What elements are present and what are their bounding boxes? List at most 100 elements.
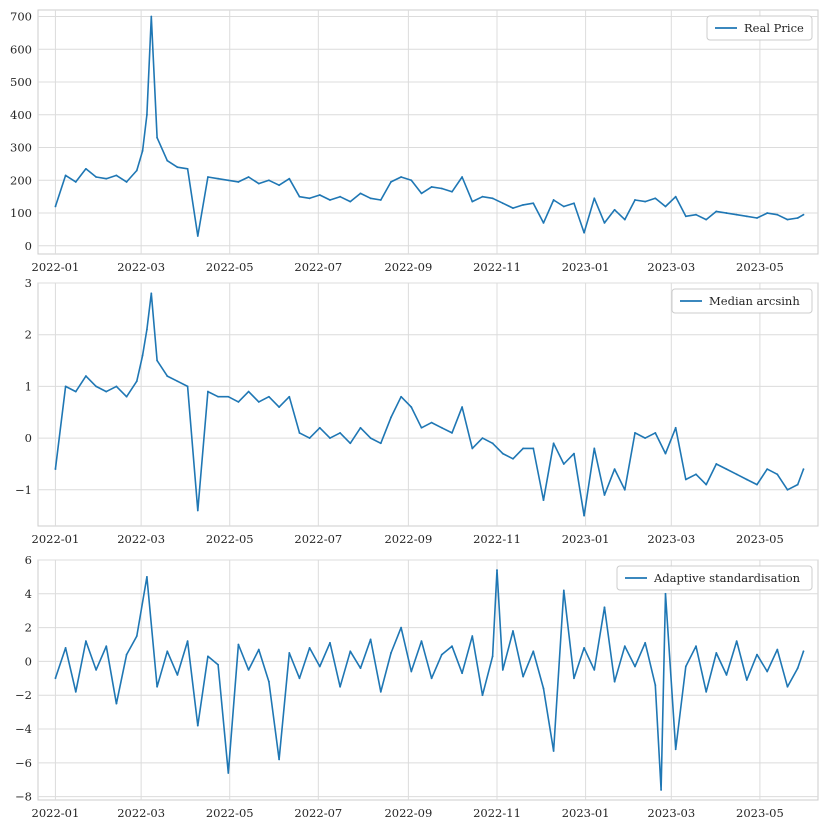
data-point xyxy=(552,750,555,752)
data-point xyxy=(150,292,153,295)
data-point xyxy=(562,205,565,208)
data-point xyxy=(451,432,453,434)
data-point xyxy=(298,432,301,434)
data-point xyxy=(481,694,484,697)
data-point xyxy=(318,426,321,429)
data-point xyxy=(115,385,118,388)
data-point xyxy=(573,677,575,680)
data-point xyxy=(654,197,657,200)
data-point xyxy=(125,395,128,398)
data-point xyxy=(390,652,392,654)
legend-box xyxy=(706,15,813,41)
data-point xyxy=(440,187,443,190)
y-tick-label: −4 xyxy=(15,722,32,736)
data-point xyxy=(339,195,342,198)
data-point xyxy=(583,514,586,517)
data-point xyxy=(318,665,321,668)
data-point xyxy=(166,375,169,377)
data-point xyxy=(359,192,362,195)
x-tick-label: 2022-05 xyxy=(206,532,254,546)
data-point xyxy=(562,463,565,465)
data-point xyxy=(135,380,138,383)
data-point xyxy=(186,640,189,643)
data-point xyxy=(379,199,382,201)
data-point xyxy=(186,167,189,170)
data-point xyxy=(176,674,179,676)
data-point xyxy=(491,442,494,445)
data-point xyxy=(674,426,677,429)
data-point xyxy=(684,665,687,668)
data-point xyxy=(634,432,636,434)
x-tick-label: 2022-07 xyxy=(294,806,342,820)
data-point xyxy=(54,205,57,208)
x-tick-label: 2022-01 xyxy=(32,806,80,820)
data-point xyxy=(329,437,331,440)
data-point xyxy=(115,702,118,705)
data-point xyxy=(756,483,758,486)
data-point xyxy=(654,684,657,686)
data-point xyxy=(684,478,687,481)
data-point xyxy=(644,437,647,440)
data-point xyxy=(725,468,728,471)
data-point xyxy=(156,359,159,362)
data-point xyxy=(501,668,504,671)
data-point xyxy=(400,626,403,629)
x-tick-label: 2023-05 xyxy=(736,532,784,546)
data-point xyxy=(150,15,153,18)
data-point xyxy=(745,478,748,481)
x-tick-label: 2023-05 xyxy=(736,806,784,820)
data-point xyxy=(278,406,281,408)
data-point xyxy=(207,655,209,658)
data-point xyxy=(237,643,240,646)
data-point xyxy=(461,176,464,178)
data-point xyxy=(715,463,718,465)
data-point xyxy=(705,218,708,221)
y-tick-label: 0 xyxy=(25,431,32,445)
data-point xyxy=(573,202,575,205)
data-point xyxy=(786,488,789,491)
data-point xyxy=(430,677,433,680)
data-point xyxy=(237,401,240,403)
data-point xyxy=(522,203,525,206)
data-point xyxy=(288,652,291,654)
data-point xyxy=(583,231,586,234)
data-point xyxy=(64,646,67,649)
data-point xyxy=(471,635,474,637)
x-tick-label: 2023-03 xyxy=(647,532,695,546)
y-tick-label: 1 xyxy=(25,379,32,393)
x-tick-label: 2023-01 xyxy=(562,806,610,820)
data-point xyxy=(481,195,484,198)
data-point xyxy=(593,447,596,450)
data-point xyxy=(64,174,67,177)
data-point xyxy=(196,724,199,727)
data-point xyxy=(217,395,220,398)
data-point xyxy=(247,390,250,393)
data-point xyxy=(796,483,799,486)
data-point xyxy=(623,218,626,221)
data-point xyxy=(85,375,87,377)
data-point xyxy=(359,426,362,429)
data-point xyxy=(207,390,209,393)
data-point xyxy=(298,677,301,680)
panel-real-price: 0 100 200 300 400 500 600 700 2022-01 2022-03 2022… xyxy=(10,9,819,274)
data-point xyxy=(166,159,169,162)
data-point xyxy=(420,192,423,195)
data-point xyxy=(420,426,423,429)
y-tick-label: 0 xyxy=(25,654,32,668)
data-point xyxy=(705,690,708,693)
data-point xyxy=(802,650,805,653)
x-tick-label: 2022-09 xyxy=(384,532,432,546)
data-point xyxy=(613,468,616,471)
data-point xyxy=(674,748,677,751)
x-tick-label: 2022-09 xyxy=(384,806,432,820)
data-point xyxy=(461,672,464,675)
data-point xyxy=(542,687,545,690)
data-point xyxy=(339,685,342,688)
data-point xyxy=(695,645,697,648)
data-point xyxy=(227,772,230,774)
data-point xyxy=(288,395,291,398)
data-point xyxy=(257,648,260,651)
data-point xyxy=(156,685,159,688)
data-point xyxy=(268,179,270,182)
data-point xyxy=(329,641,331,644)
